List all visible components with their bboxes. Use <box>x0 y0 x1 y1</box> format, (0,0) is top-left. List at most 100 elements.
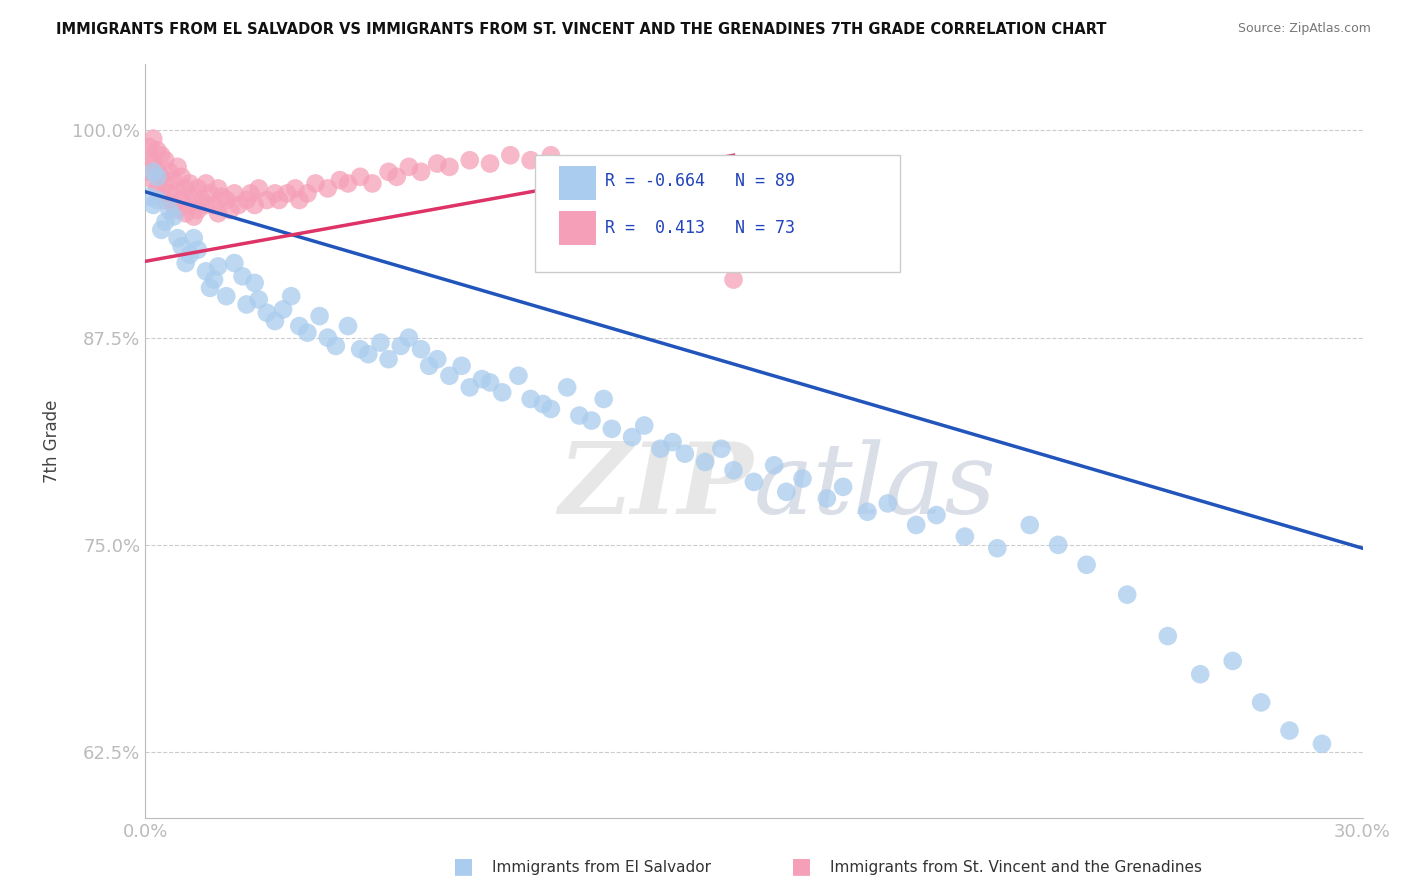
Text: R =  0.413   N = 73: R = 0.413 N = 73 <box>606 219 796 236</box>
Point <box>458 380 481 394</box>
Point <box>174 206 197 220</box>
Point <box>142 131 165 145</box>
Point <box>138 190 160 204</box>
Text: ZIP: ZIP <box>558 438 754 535</box>
Point <box>150 223 173 237</box>
Text: atlas: atlas <box>754 439 997 534</box>
Point <box>426 156 449 170</box>
Point <box>361 177 384 191</box>
Point <box>207 260 229 274</box>
Point <box>288 319 311 334</box>
Point <box>162 210 184 224</box>
Point <box>555 380 578 394</box>
Point <box>695 455 717 469</box>
Point <box>146 143 169 157</box>
Point <box>377 165 399 179</box>
Point <box>276 186 298 201</box>
Text: Source: ZipAtlas.com: Source: ZipAtlas.com <box>1237 22 1371 36</box>
Point <box>385 169 408 184</box>
Point <box>138 148 160 162</box>
Point <box>986 541 1008 556</box>
Point <box>621 430 644 444</box>
Point <box>418 359 440 373</box>
Point <box>159 186 181 201</box>
Point <box>162 173 184 187</box>
Point <box>280 289 302 303</box>
Point <box>155 193 177 207</box>
Point <box>1250 695 1272 709</box>
Point <box>243 276 266 290</box>
Point <box>146 181 169 195</box>
Point <box>267 193 290 207</box>
Point <box>377 352 399 367</box>
Point <box>211 190 233 204</box>
Point <box>159 202 181 217</box>
Point <box>264 314 287 328</box>
FancyBboxPatch shape <box>560 166 596 200</box>
Point <box>925 508 948 522</box>
Point <box>150 190 173 204</box>
Text: IMMIGRANTS FROM EL SALVADOR VS IMMIGRANTS FROM ST. VINCENT AND THE GRENADINES 7T: IMMIGRANTS FROM EL SALVADOR VS IMMIGRANT… <box>56 22 1107 37</box>
Point <box>187 202 209 217</box>
Point <box>155 153 177 168</box>
Point <box>235 193 257 207</box>
Point <box>228 198 250 212</box>
Point <box>357 347 380 361</box>
Point <box>231 269 253 284</box>
Point <box>162 198 184 212</box>
Point <box>519 392 541 406</box>
Point <box>183 231 205 245</box>
Point <box>308 309 330 323</box>
Point <box>409 343 432 357</box>
Point <box>876 496 898 510</box>
Point <box>256 193 278 207</box>
Point <box>207 206 229 220</box>
Point <box>159 165 181 179</box>
Point <box>673 447 696 461</box>
Point <box>179 198 201 212</box>
Point <box>146 169 169 184</box>
Point <box>170 193 193 207</box>
Point <box>337 177 360 191</box>
Point <box>775 484 797 499</box>
Point <box>953 530 976 544</box>
Point <box>239 186 262 201</box>
Point <box>832 480 855 494</box>
Point <box>723 272 745 286</box>
Point <box>198 186 221 201</box>
Point <box>316 331 339 345</box>
Point <box>439 368 461 383</box>
Point <box>723 463 745 477</box>
Point <box>297 186 319 201</box>
Point <box>458 153 481 168</box>
Point <box>247 181 270 195</box>
Point <box>284 181 307 195</box>
Point <box>224 186 246 201</box>
Point <box>519 153 541 168</box>
Point <box>191 193 214 207</box>
Point <box>581 413 603 427</box>
Point <box>138 165 160 179</box>
Text: R = -0.664   N = 89: R = -0.664 N = 89 <box>606 172 796 190</box>
Y-axis label: 7th Grade: 7th Grade <box>44 400 60 483</box>
Point <box>531 397 554 411</box>
Point <box>540 401 562 416</box>
Point <box>288 193 311 207</box>
Point <box>166 185 188 199</box>
Point <box>398 160 420 174</box>
Text: Immigrants from El Salvador: Immigrants from El Salvador <box>492 861 711 875</box>
Point <box>215 193 238 207</box>
Point <box>398 331 420 345</box>
Point <box>540 148 562 162</box>
Point <box>138 140 160 154</box>
Point <box>650 442 672 456</box>
Point <box>146 193 169 207</box>
Point <box>815 491 838 506</box>
Point <box>150 148 173 162</box>
Point <box>426 352 449 367</box>
Point <box>1278 723 1301 738</box>
Point <box>1189 667 1212 681</box>
Point <box>224 256 246 270</box>
Point <box>1157 629 1180 643</box>
Point <box>219 202 242 217</box>
